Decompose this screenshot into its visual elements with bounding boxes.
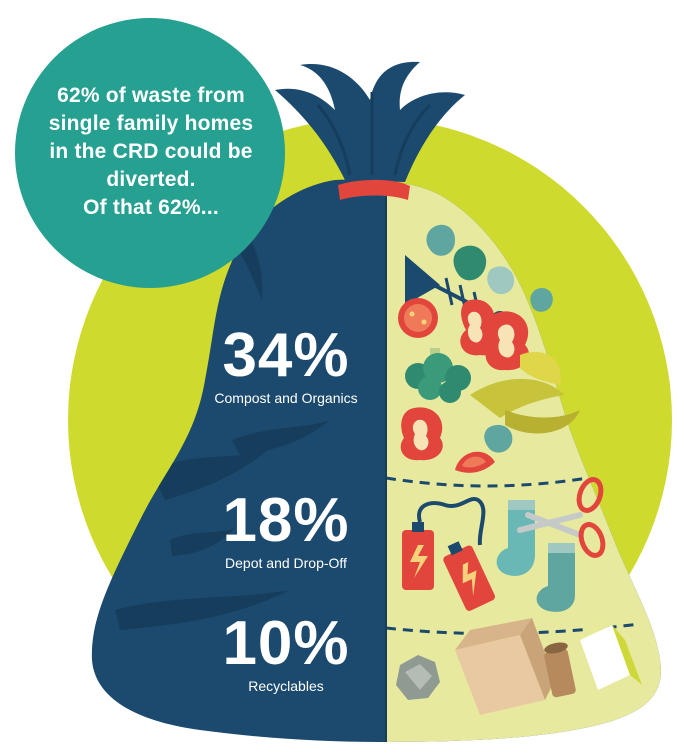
stat-compost: 34% Compost and Organics: [186, 325, 386, 407]
milk-carton-icon: [580, 615, 642, 690]
banana-peel-icon: [470, 351, 580, 434]
scissors-icon: [517, 477, 606, 558]
leaf-icon: [487, 266, 515, 295]
bubble-line: Of that 62%...: [83, 196, 219, 219]
stat-label: Depot and Drop-Off: [225, 555, 347, 571]
leaf-icon: [453, 245, 487, 281]
tomato-slice-icon: [398, 298, 438, 338]
stat-percent: 18%: [222, 486, 350, 555]
organics-items: [398, 224, 580, 473]
apple-core-icon: [485, 311, 529, 371]
leaf-icon: [530, 287, 553, 312]
bag-knot: [275, 61, 465, 200]
leaf-icon: [426, 224, 455, 256]
bubble-line: in the CRD could be: [49, 140, 253, 163]
stat-recyclables: 10% Recyclables: [186, 613, 386, 695]
stat-label: Recyclables: [248, 678, 324, 694]
speech-bubble: [15, 18, 285, 288]
tomato-slice-icon: [455, 451, 495, 473]
bubble-line: 62% of waste from: [57, 84, 245, 107]
bag-tie: [338, 179, 410, 200]
sock-icon: [496, 500, 535, 576]
stat-label: Compost and Organics: [214, 390, 358, 406]
cardboard-box-icon: [455, 618, 555, 715]
stat-percent: 34%: [222, 321, 350, 390]
depot-items: [402, 477, 606, 612]
leaf-icon: [484, 424, 513, 453]
stat-depot: 18% Depot and Drop-Off: [186, 490, 386, 572]
stat-percent: 10%: [222, 609, 350, 678]
sock-icon: [536, 543, 575, 612]
paper-roll-icon: [544, 642, 576, 698]
battery-icon: [402, 522, 434, 590]
crumpled-paper-icon: [396, 655, 440, 700]
recyclables-items: [396, 615, 642, 715]
broccoli-icon: [405, 348, 471, 403]
apple-core-icon: [400, 407, 443, 461]
bubble-line: diverted.: [106, 168, 196, 191]
bubble-line: single family homes: [48, 112, 254, 135]
battery-icon: [443, 541, 496, 611]
bubble-text: 62% of waste from single family homes in…: [28, 82, 274, 222]
